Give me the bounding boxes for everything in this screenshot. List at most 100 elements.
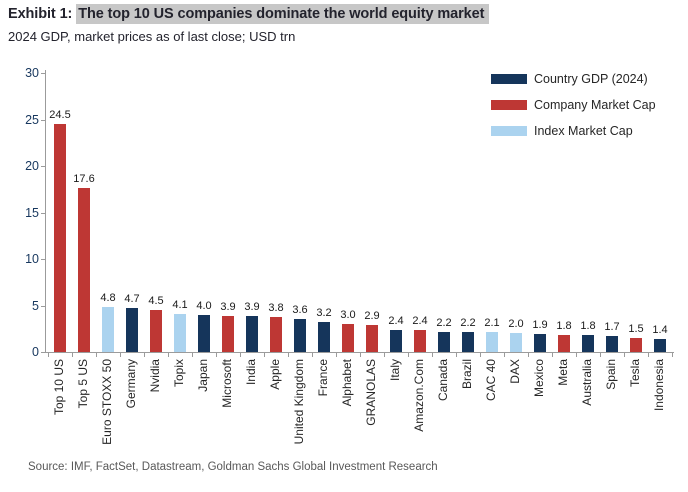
bar xyxy=(126,308,138,352)
x-tick-mark xyxy=(288,353,289,357)
bar xyxy=(390,330,402,352)
legend-swatch-country-gdp xyxy=(491,74,527,84)
bar-value-label: 2.0 xyxy=(508,318,524,330)
x-tick-mark xyxy=(336,353,337,357)
exhibit-label: Exhibit 1: xyxy=(8,6,77,22)
x-tick-mark xyxy=(576,353,577,357)
bar-value-label: 2.2 xyxy=(436,317,452,329)
legend-label: Index Market Cap xyxy=(534,124,633,138)
y-tick-label: 5 xyxy=(32,298,39,313)
x-tick-mark xyxy=(216,353,217,357)
bar-value-label: 3.9 xyxy=(244,301,260,313)
x-category-label: Alphabet xyxy=(340,359,354,407)
x-tick-mark xyxy=(648,353,649,357)
bar-value-label: 2.4 xyxy=(388,315,404,327)
bar xyxy=(606,336,618,352)
x-tick-mark xyxy=(168,353,169,357)
legend: Country GDP (2024) Company Market Cap In… xyxy=(491,66,656,144)
y-tick-mark xyxy=(41,166,45,167)
bar xyxy=(582,335,594,352)
legend-label: Company Market Cap xyxy=(534,98,656,112)
bar xyxy=(222,316,234,352)
bar-value-label: 24.5 xyxy=(49,109,71,121)
x-category-label: Tesla xyxy=(628,359,642,388)
bar-value-label: 4.7 xyxy=(124,293,140,305)
bar xyxy=(366,325,378,352)
bar-value-label: 2.2 xyxy=(460,317,476,329)
y-tick-mark xyxy=(41,259,45,260)
x-tick-mark xyxy=(624,353,625,357)
x-category-label: Japan xyxy=(196,359,210,392)
exhibit-title: Exhibit 1: The top 10 US companies domin… xyxy=(8,4,490,24)
x-tick-mark xyxy=(480,353,481,357)
bar-value-label: 17.6 xyxy=(73,173,95,185)
bar-value-label: 3.2 xyxy=(316,307,332,319)
bar xyxy=(486,332,498,352)
x-category-label: GRANOLAS xyxy=(364,359,378,426)
legend-swatch-index-market-cap xyxy=(491,126,527,136)
x-tick-mark xyxy=(456,353,457,357)
bar-value-label: 3.9 xyxy=(220,301,236,313)
x-tick-mark xyxy=(312,353,313,357)
x-tick-mark xyxy=(600,353,601,357)
y-tick-label: 15 xyxy=(25,205,39,220)
bar-value-label: 3.0 xyxy=(340,309,356,321)
x-tick-mark xyxy=(264,353,265,357)
source-note: Source: IMF, FactSet, Datastream, Goldma… xyxy=(28,461,438,473)
legend-item: Company Market Cap xyxy=(491,92,656,118)
legend-label: Country GDP (2024) xyxy=(534,72,648,86)
y-tick-mark xyxy=(41,73,45,74)
bar xyxy=(78,188,90,352)
x-category-label: Canada xyxy=(436,359,450,402)
bar xyxy=(342,324,354,352)
x-category-label: Top 10 US xyxy=(52,359,66,416)
bar xyxy=(54,124,66,352)
chart-subtitle: 2024 GDP, market prices as of last close… xyxy=(8,29,296,44)
legend-swatch-company-market-cap xyxy=(491,100,527,110)
x-category-label: United Kingdom xyxy=(292,359,306,445)
bar-value-label: 3.6 xyxy=(292,304,308,316)
bar xyxy=(462,332,474,352)
y-tick-mark xyxy=(41,352,45,353)
x-tick-mark xyxy=(672,353,673,357)
y-tick-mark xyxy=(41,305,45,307)
bar-value-label: 4.0 xyxy=(196,300,212,312)
bar-value-label: 2.9 xyxy=(364,310,380,322)
x-category-label: Amazon.Com xyxy=(412,359,426,432)
x-category-label: DAX xyxy=(508,359,522,384)
x-category-label: Indonesia xyxy=(652,359,666,412)
x-category-label: Italy xyxy=(388,359,402,382)
y-tick-mark xyxy=(41,119,45,121)
bar-value-label: 4.5 xyxy=(148,295,164,307)
x-category-label: Nvidia xyxy=(148,359,162,393)
x-tick-mark xyxy=(408,353,409,357)
bar xyxy=(534,334,546,352)
bar xyxy=(270,317,282,352)
x-tick-mark xyxy=(504,353,505,357)
bar-value-label: 3.8 xyxy=(268,302,284,314)
bar-value-label: 1.9 xyxy=(532,319,548,331)
y-tick-label: 10 xyxy=(25,252,39,266)
y-tick-label: 20 xyxy=(25,159,39,173)
x-category-label: Germany xyxy=(124,359,138,409)
x-category-label: Mexico xyxy=(532,359,546,398)
bar xyxy=(510,333,522,352)
legend-item: Index Market Cap xyxy=(491,118,656,144)
y-axis-line xyxy=(45,70,46,353)
bar-value-label: 2.1 xyxy=(484,317,500,329)
bar xyxy=(414,330,426,352)
legend-item: Country GDP (2024) xyxy=(491,66,656,92)
bar-value-label: 1.7 xyxy=(604,321,620,333)
x-tick-mark xyxy=(96,353,97,357)
x-category-label: Spain xyxy=(604,359,618,390)
x-category-label: India xyxy=(244,359,258,386)
bar xyxy=(198,315,210,352)
x-category-label: CAC 40 xyxy=(484,359,498,402)
bar xyxy=(630,338,642,352)
bar xyxy=(174,314,186,352)
title-highlight: The top 10 US companies dominate the wor… xyxy=(76,4,490,24)
x-tick-mark xyxy=(72,353,73,357)
bar xyxy=(438,332,450,352)
bar-value-label: 1.8 xyxy=(556,320,572,332)
